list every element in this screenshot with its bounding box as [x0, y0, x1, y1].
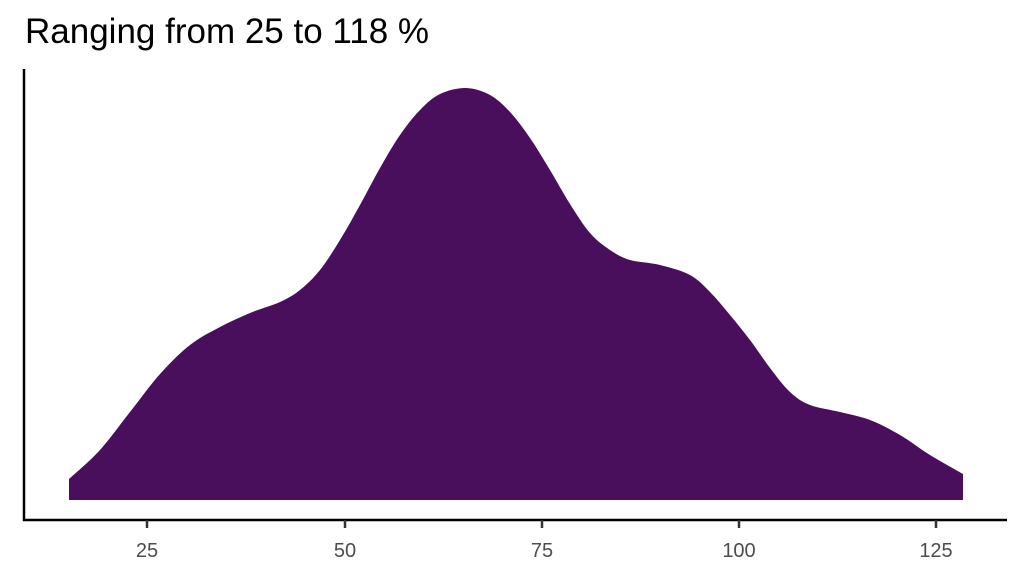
x-tick-label: 125 [919, 540, 952, 562]
density-area [69, 87, 963, 500]
x-tick-label: 25 [136, 540, 158, 562]
x-tick-label: 75 [531, 540, 553, 562]
chart-title: Ranging from 25 to 118 % [25, 12, 430, 51]
x-tick-label: 100 [722, 540, 755, 562]
x-axis-ticks: 25 50 75 100 125 [136, 520, 953, 562]
x-tick-label: 50 [334, 540, 356, 562]
